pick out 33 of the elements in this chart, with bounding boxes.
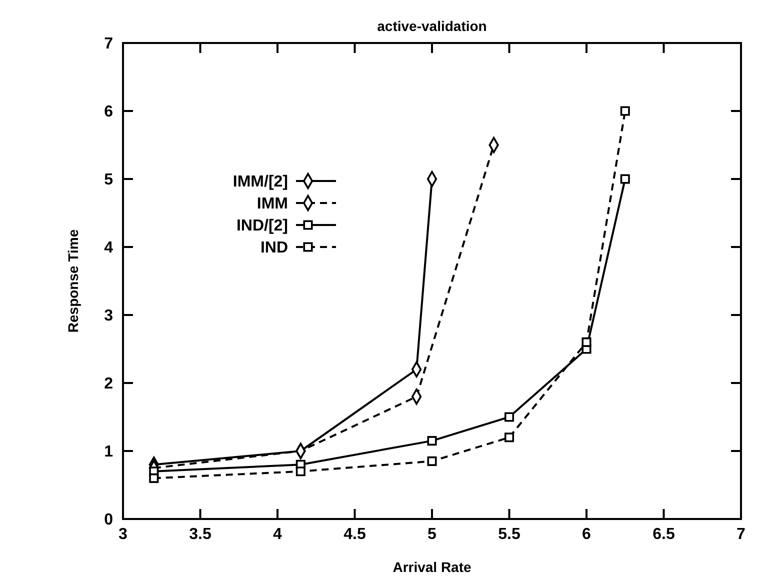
legend-label: IND — [260, 240, 288, 257]
point — [427, 436, 437, 446]
y-tick-label: 0 — [104, 512, 114, 529]
point — [149, 473, 159, 483]
point — [296, 466, 306, 476]
y-tick-label: 2 — [104, 376, 114, 393]
point — [620, 106, 630, 116]
x-tick-label: 6.5 — [652, 526, 675, 543]
y-tick-label: 3 — [104, 308, 114, 325]
x-tick-label: 5.5 — [498, 526, 520, 543]
legend-label: IND/[2] — [236, 218, 288, 235]
x-tick-label: 3 — [118, 526, 128, 543]
point — [504, 432, 514, 442]
legend-label: IMM — [256, 196, 288, 213]
x-tick-label: 5 — [428, 526, 437, 543]
y-axis-title: Response Time — [65, 229, 81, 333]
x-tick-label: 4.5 — [344, 526, 366, 543]
y-tick-label: 1 — [104, 444, 114, 461]
legend-label: IMM/[2] — [232, 174, 288, 191]
x-tick-label: 3.5 — [189, 526, 212, 543]
point — [504, 412, 514, 422]
y-tick-label: 4 — [104, 240, 114, 257]
point — [582, 337, 592, 347]
x-axis-title: Arrival Rate — [392, 559, 472, 575]
y-tick-label: 5 — [104, 172, 114, 189]
point — [427, 456, 437, 466]
y-tick-label: 7 — [104, 36, 114, 53]
point — [620, 174, 630, 184]
chart-title: active-validation — [377, 18, 487, 34]
x-tick-label: 4 — [273, 526, 282, 543]
y-tick-label: 6 — [104, 104, 114, 121]
x-tick-label: 7 — [736, 526, 746, 543]
x-tick-label: 6 — [582, 526, 592, 543]
